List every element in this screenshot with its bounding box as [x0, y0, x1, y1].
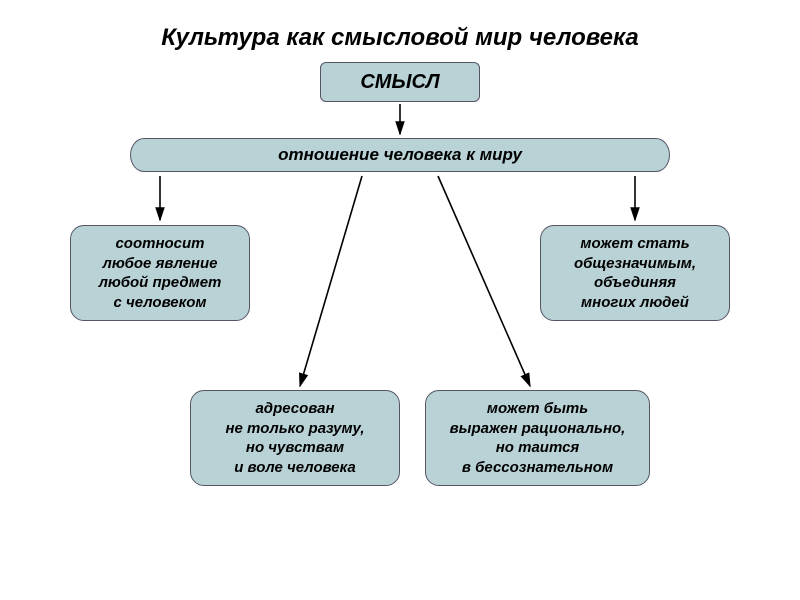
node-leaf-line: в бессознательном — [462, 458, 613, 478]
node-leaf-line: но таится — [496, 438, 580, 458]
node-leaf-1: соотноситлюбое явлениелюбой предметс чел… — [70, 225, 250, 321]
node-wide-label: отношение человека к миру — [278, 145, 522, 165]
node-leaf-line: может стать — [580, 234, 689, 254]
page-title: Культура как смысловой мир человека — [0, 24, 800, 52]
node-leaf-4: может бытьвыражен рационально,но таитсяв… — [425, 390, 650, 486]
node-leaf-2: может статьобщезначимым,объединяямногих … — [540, 225, 730, 321]
node-leaf-line: любое явление — [103, 254, 218, 274]
node-leaf-line: многих людей — [581, 293, 689, 313]
node-leaf-line: но чувствам — [246, 438, 344, 458]
node-top: СМЫСЛ — [320, 62, 480, 102]
node-top-label: СМЫСЛ — [360, 71, 439, 94]
node-wide: отношение человека к миру — [130, 138, 670, 172]
arrow — [438, 176, 530, 386]
arrow — [300, 176, 362, 386]
node-leaf-line: любой предмет — [99, 273, 222, 293]
node-leaf-line: адресован — [255, 399, 334, 419]
node-leaf-line: выражен рационально, — [450, 419, 626, 439]
node-leaf-line: общезначимым, — [574, 254, 696, 274]
node-leaf-line: объединяя — [594, 273, 676, 293]
node-leaf-line: может быть — [487, 399, 588, 419]
node-leaf-line: соотносит — [115, 234, 204, 254]
node-leaf-line: с человеком — [114, 293, 207, 313]
node-leaf-line: не только разуму, — [225, 419, 364, 439]
node-leaf-3: адресованне только разуму,но чувствами в… — [190, 390, 400, 486]
node-leaf-line: и воле человека — [234, 458, 356, 478]
